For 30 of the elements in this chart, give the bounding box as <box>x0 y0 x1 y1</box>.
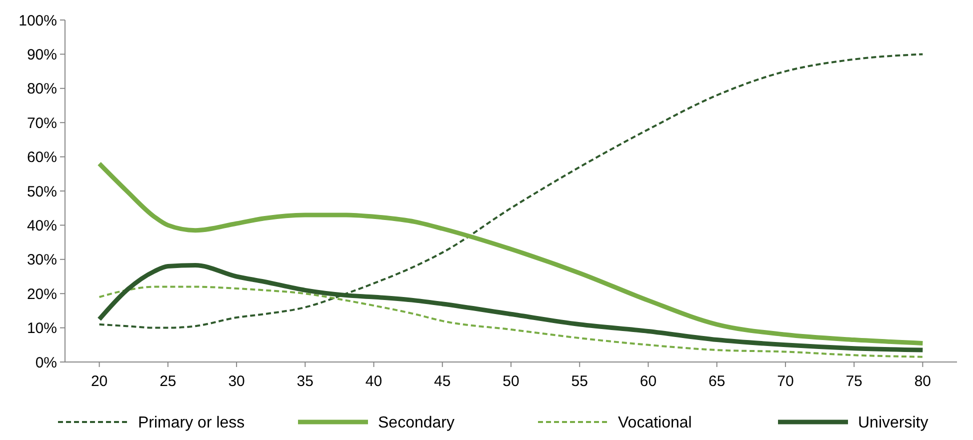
line-series <box>97 161 925 346</box>
y-tick-label: 70% <box>26 114 57 132</box>
x-tick-label: 20 <box>90 373 108 390</box>
y-tick-label: 40% <box>26 217 57 234</box>
x-tick-label: 55 <box>571 373 588 390</box>
x-tick-label: 70 <box>777 373 794 390</box>
x-tick-label: 40 <box>365 373 382 390</box>
x-tick-label: 65 <box>708 373 726 390</box>
legend-label: University <box>858 414 928 432</box>
legend-label: Secondary <box>378 414 454 432</box>
y-tick-label: 50% <box>26 183 57 200</box>
x-tick-label: 25 <box>160 373 176 390</box>
y-tick-label: 30% <box>26 252 57 269</box>
x-tick-label: 30 <box>228 373 245 390</box>
y-tick-label: 60% <box>26 149 57 166</box>
y-tick-label: 90% <box>26 46 57 64</box>
y-tick-label: 100% <box>18 12 57 30</box>
x-tick-label: 60 <box>640 373 657 390</box>
x-tick-label: 35 <box>296 373 314 390</box>
x-tick-label: 45 <box>434 373 451 390</box>
y-tick-label: 0% <box>35 354 57 372</box>
legend-label: Primary or less <box>138 414 245 432</box>
line-series <box>98 286 924 358</box>
x-tick-label: 50 <box>502 373 520 390</box>
y-tick-label: 10% <box>26 320 57 338</box>
x-tick-label: 75 <box>846 373 862 390</box>
y-tick-label: 20% <box>26 286 57 303</box>
x-tick-label: 80 <box>914 373 932 390</box>
y-tick-label: 80% <box>26 80 57 98</box>
legend-label: Vocational <box>618 414 692 432</box>
